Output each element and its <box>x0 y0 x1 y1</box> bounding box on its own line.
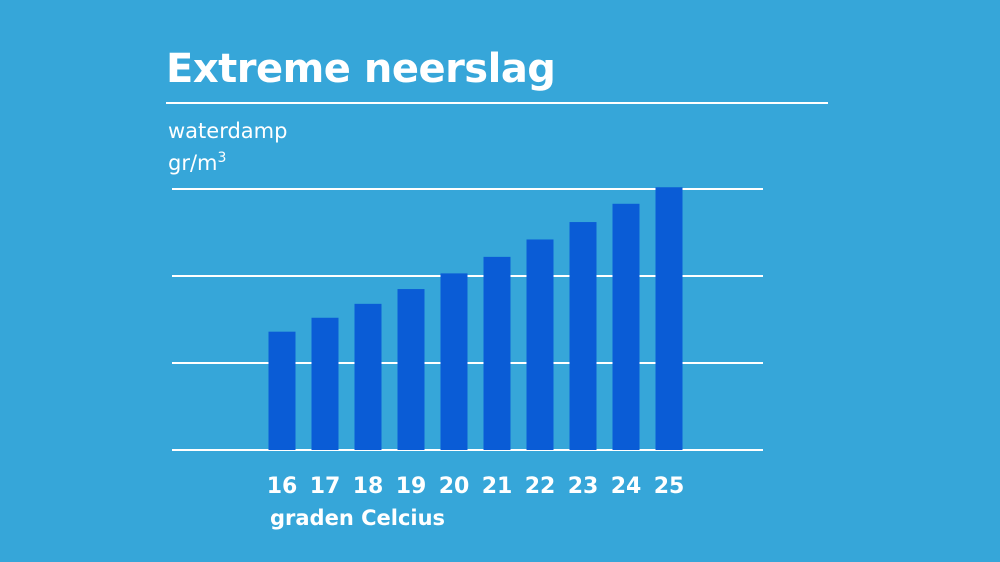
y-axis-label-line2: gr/m3 <box>168 145 287 177</box>
y-axis-label: waterdamp gr/m3 <box>168 118 287 177</box>
bar-16 <box>268 331 296 450</box>
x-tick-label: 25 <box>654 474 685 499</box>
x-tick-labels: 16 17 18 19 20 21 22 23 24 25 <box>267 474 685 499</box>
x-tick-label: 20 <box>439 474 470 499</box>
x-tick-label: 23 <box>568 474 599 499</box>
bar-20 <box>440 273 468 450</box>
bar-23 <box>569 222 597 450</box>
chart-title: Extreme neerslag <box>166 46 556 92</box>
x-tick-label: 16 <box>267 474 298 499</box>
bar-22 <box>526 239 554 450</box>
title-divider <box>166 102 828 104</box>
x-tick-label: 17 <box>310 474 341 499</box>
bar-19 <box>397 289 425 450</box>
y-axis-unit-exponent: 3 <box>217 150 227 166</box>
y-axis-label-line1: waterdamp <box>168 119 288 143</box>
bar-18 <box>354 303 382 450</box>
bar-24 <box>612 203 640 450</box>
x-tick-label: 21 <box>482 474 513 499</box>
y-axis-unit: gr/m <box>168 151 218 175</box>
x-tick-label: 19 <box>396 474 427 499</box>
x-tick-label: 18 <box>353 474 384 499</box>
x-tick-label: 22 <box>525 474 556 499</box>
bars <box>268 187 683 450</box>
bar-25 <box>655 187 683 450</box>
x-tick-label: 24 <box>611 474 642 499</box>
bar-21 <box>483 256 511 450</box>
bar-17 <box>311 317 339 450</box>
x-axis-label: graden Celcius <box>270 506 446 530</box>
